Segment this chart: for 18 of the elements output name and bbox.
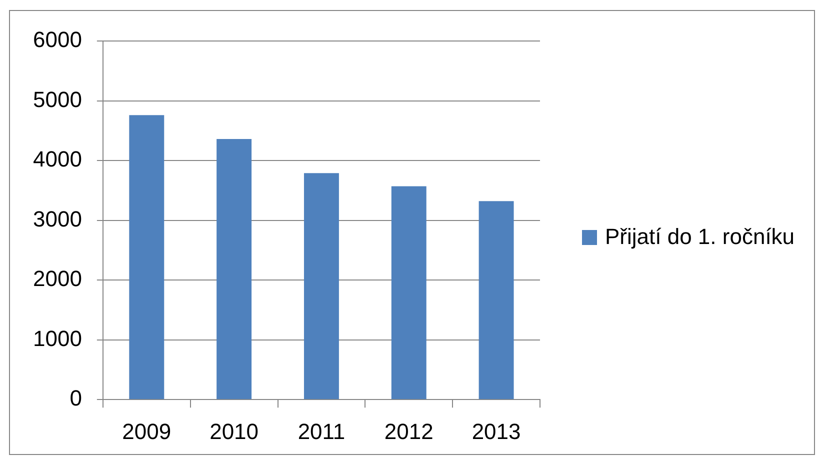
y-tick-label: 0	[70, 386, 82, 411]
bar	[478, 201, 514, 400]
bar	[391, 186, 426, 400]
x-tick-label: 2012	[384, 418, 434, 444]
y-tick-label: 6000	[32, 27, 82, 52]
y-tick-label: 3000	[32, 206, 82, 232]
bar	[216, 139, 252, 400]
legend-label: Přijatí do 1. ročníku	[605, 224, 795, 250]
y-tick-label: 5000	[32, 86, 82, 112]
y-tick-label: 4000	[32, 146, 82, 172]
y-tick-label: 2000	[32, 266, 82, 292]
x-tick-label: 2011	[298, 418, 346, 444]
y-tick-label: 1000	[32, 326, 82, 351]
x-tick-label: 2010	[210, 418, 259, 444]
bar	[304, 173, 339, 400]
x-tick-label: 2013	[472, 418, 521, 444]
bar	[129, 115, 164, 400]
x-tick-label: 2009	[122, 418, 172, 444]
